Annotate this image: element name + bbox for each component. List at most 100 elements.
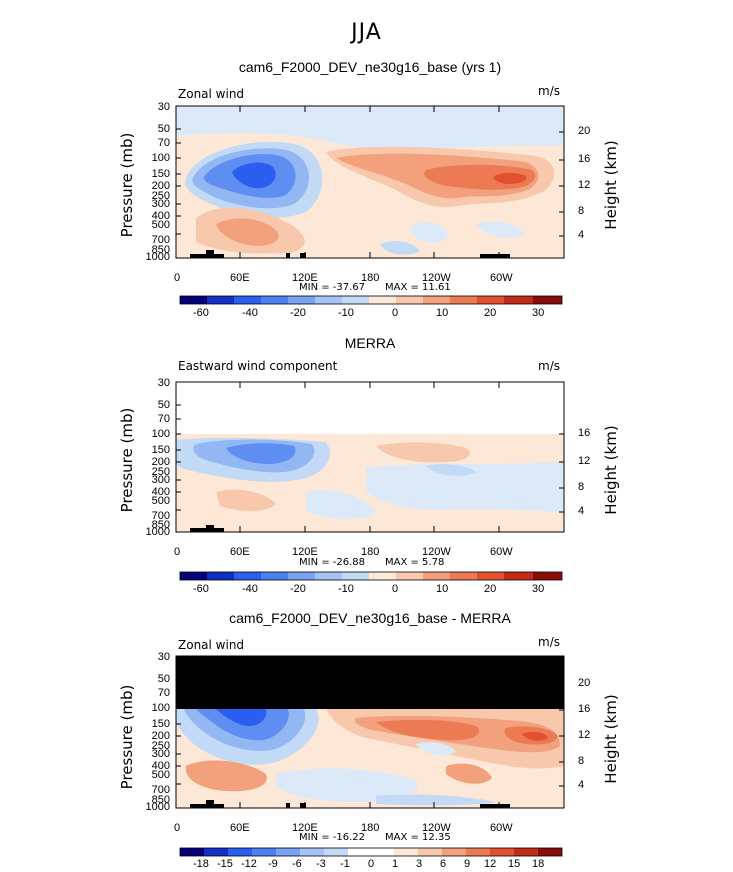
panel3-lon-tick: 180 (361, 822, 380, 834)
panel2-pressure-tick: 100 (151, 428, 170, 440)
panel2-title: MERRA (344, 335, 396, 351)
panel3-colorbar-label: 3 (416, 858, 423, 870)
panel1-colorbar-label: 20 (484, 307, 497, 319)
panel1-pressure-tick: 1000 (145, 251, 170, 263)
panel3-units: m/s (538, 635, 560, 649)
panel3-min-label: MIN = -16.22 (299, 832, 366, 843)
panel2-colorbar-label: 20 (484, 583, 497, 595)
panel2-variable-label: Eastward wind component (178, 359, 338, 373)
panel2-lon-tick: 0 (174, 546, 181, 558)
panel1-colorbar-label: 0 (392, 307, 399, 319)
panel1-units: m/s (538, 84, 560, 98)
panel3-colorbar-label: 9 (464, 858, 471, 870)
panel1-blue-patch-1 (412, 222, 448, 243)
panel2-lon-tick: 120W (422, 546, 451, 558)
panel3-height-tick: 4 (578, 779, 585, 791)
panel1-pressure-tick: 850 (151, 244, 170, 256)
panel2-lon-tick: 60E (230, 546, 250, 558)
panel2-pressure-tick: 30 (157, 377, 170, 389)
panel1-colorbar (179, 295, 563, 305)
panel2-pressure-tick: 400 (151, 486, 170, 498)
panel1-height-tick: 8 (578, 205, 585, 217)
panel1-pressure-tick: 50 (157, 123, 170, 135)
panel2-pressure-tick: 70 (157, 413, 170, 425)
panel2-pressure-tick: 150 (151, 444, 170, 456)
panel1-easterly-jet-core (232, 162, 276, 189)
panel1-pressure-tick: 400 (151, 210, 170, 222)
panel1-topography-2 (206, 250, 214, 258)
panel3-masked-region (176, 656, 564, 709)
panel2-easterly-inner (226, 443, 296, 464)
panel3-colorbar-label: -18 (193, 858, 209, 870)
panel1-pressure-tick: 30 (157, 101, 170, 113)
panel1-height-tick: 4 (578, 229, 585, 241)
panel1-blue-patch-3 (476, 221, 526, 239)
panel1-topography-3 (286, 253, 290, 258)
panel1-pressure-tick: 250 (151, 190, 170, 202)
panel1-lon-tick: 0 (174, 272, 181, 284)
panel1-colorbar-label: 10 (436, 307, 449, 319)
panel1-westerly-jet-core (493, 173, 527, 184)
panel2-height-tick: 16 (578, 427, 591, 439)
panel2-colorbar-label: 0 (392, 583, 399, 595)
panel3-colorbar-label: 18 (532, 858, 545, 870)
panel1-pressure-tick: 500 (151, 219, 170, 231)
panel3-negative-bias-core (216, 709, 267, 726)
panel3-colorbar-label: 1 (392, 858, 399, 870)
panel1-pressure-tick: 100 (151, 152, 170, 164)
panel3-topography-4 (300, 803, 306, 808)
panel3-lon-tick: 120W (422, 822, 451, 834)
panel3-topography-2 (206, 800, 214, 808)
panel3-pressure-tick: 70 (157, 687, 170, 699)
panel3-colorbar-label: 6 (440, 858, 447, 870)
panel2-colorbar-label: -40 (242, 583, 258, 595)
panel3-positive-bias-3 (376, 719, 480, 741)
panel1-lon-tick: 120E (292, 272, 318, 284)
panel3-title: cam6_F2000_DEV_ne30g16_base - MERRA (229, 610, 511, 626)
panel1-title: cam6_F2000_DEV_ne30g16_base (yrs 1) (238, 59, 502, 75)
panel3-pressure-tick: 200 (151, 730, 170, 742)
panel1-colorbar-label: -40 (242, 307, 258, 319)
panel2-pressure-tick: 300 (151, 474, 170, 486)
panel1-lower-westerly-inner (216, 218, 279, 246)
panel3-plot (175, 655, 565, 809)
panel2-y-axis-label: Pressure (mb) (118, 407, 136, 513)
panel2-westerly-patch (376, 442, 470, 463)
main-title: JJA (351, 20, 382, 45)
panel2-colorbar-label: -20 (290, 583, 306, 595)
panel1-min-label: MIN = -37.67 (299, 282, 366, 293)
panel3-pressure-tick: 100 (151, 702, 170, 714)
panel3-lon-tick: 60W (490, 822, 513, 834)
panel3-max-label: MAX = 12.35 (385, 832, 451, 843)
panel3-lower-negative-bias-1 (276, 768, 418, 802)
panel1-plot (175, 105, 565, 259)
panel1-pressure-tick: 70 (157, 137, 170, 149)
panel3-colorbar-label: -15 (217, 858, 233, 870)
panel3-lower-positive-bias (185, 760, 267, 792)
panel3-colorbar-label: 12 (484, 858, 497, 870)
panel3-topography-3 (286, 803, 290, 808)
panel1-lon-tick: 60E (230, 272, 250, 284)
panel3-height-tick: 8 (578, 755, 585, 767)
panel3-lower-positive-bias-2 (446, 763, 492, 784)
panel1-colorbar-label: 30 (532, 307, 545, 319)
panel2-min-label: MIN = -26.88 (299, 557, 366, 568)
panel3-positive-bias-core (522, 731, 548, 741)
panel2-colorbar-label: -60 (193, 583, 209, 595)
panel1-topography-5 (480, 254, 510, 258)
panel3-colorbar (179, 847, 563, 857)
panel2-blue-patch (426, 464, 476, 476)
panel3-pressure-tick: 400 (151, 760, 170, 772)
panel1-colorbar-label: -10 (338, 307, 354, 319)
panel3-pressure-tick: 150 (151, 718, 170, 730)
panel1-pressure-tick: 300 (151, 198, 170, 210)
panel2-topography-2 (206, 525, 214, 532)
panel3-right-axis-label: Height (km) (602, 694, 620, 784)
panel1-blue-patch-2 (380, 241, 420, 255)
panel2-pressure-tick: 850 (151, 519, 170, 531)
panel3-y-axis-label: Pressure (mb) (118, 684, 136, 790)
panel2-northern-blue-region (366, 462, 564, 512)
panel1-lon-tick: 120W (422, 272, 451, 284)
panel1-pressure-tick: 200 (151, 180, 170, 192)
panel2-plot (175, 381, 565, 533)
